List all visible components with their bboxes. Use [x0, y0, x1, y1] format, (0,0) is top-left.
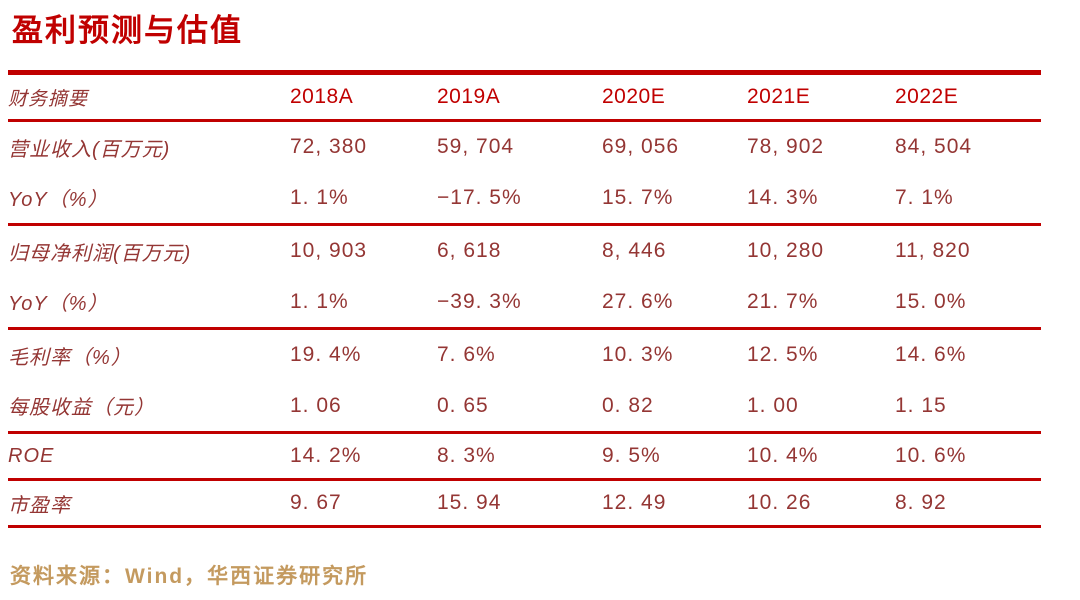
table-header-row: 财务摘要 2018A 2019A 2020E 2021E 2022E: [8, 73, 1041, 121]
cell-value: −39. 3%: [437, 289, 522, 313]
cell-value: 1. 00: [747, 393, 799, 417]
cell-value: 72, 380: [290, 135, 368, 159]
cell-value: 1. 15: [895, 393, 947, 417]
cell-value: −17. 5%: [437, 185, 522, 209]
cell-value: 1. 1%: [290, 289, 349, 313]
cell-value: 69, 056: [602, 135, 680, 159]
data-source-note: 资料来源：Wind，华西证券研究所: [10, 565, 369, 588]
cell-value: 8. 3%: [437, 444, 496, 467]
cell-value: 0. 65: [437, 393, 489, 417]
cell-value: 11, 820: [895, 239, 971, 263]
table-row-revenue-yoy: YoY（%） 1. 1% −17. 5% 15. 7% 14. 3% 7. 1%: [8, 173, 1041, 225]
table-row-eps: 每股收益（元） 1. 06 0. 65 0. 82 1. 00 1. 15: [8, 381, 1041, 433]
table-row-pe: 市盈率 9. 67 15. 94 12. 49 10. 26 8. 92: [8, 480, 1041, 527]
row-label: 营业收入(百万元): [8, 138, 171, 161]
cell-value: 12. 49: [602, 491, 667, 514]
column-header-2021e: 2021E: [747, 85, 811, 108]
cell-value: 8. 92: [895, 491, 947, 514]
cell-value: 21. 7%: [747, 289, 819, 313]
table-row-revenue: 营业收入(百万元) 72, 380 59, 704 69, 056 78, 90…: [8, 121, 1041, 173]
cell-value: 27. 6%: [602, 289, 674, 313]
cell-value: 10. 26: [747, 491, 812, 514]
cell-value: 19. 4%: [290, 343, 362, 367]
table-row-net-profit-yoy: YoY（%） 1. 1% −39. 3% 27. 6% 21. 7% 15. 0…: [8, 277, 1041, 329]
cell-value: 14. 2%: [290, 444, 362, 467]
cell-value: 84, 504: [895, 135, 973, 159]
cell-value: 10. 4%: [747, 444, 819, 467]
cell-value: 59, 704: [437, 135, 515, 159]
cell-value: 9. 5%: [602, 444, 661, 467]
column-header-2018a: 2018A: [290, 85, 354, 108]
cell-value: 12. 5%: [747, 343, 819, 367]
cell-value: 8, 446: [602, 239, 667, 263]
cell-value: 6, 618: [437, 239, 502, 263]
cell-value: 15. 0%: [895, 289, 967, 313]
row-label: YoY（%）: [8, 189, 109, 212]
table-row-net-profit: 归母净利润(百万元) 10, 903 6, 618 8, 446 10, 280…: [8, 225, 1041, 277]
cell-value: 9. 67: [290, 491, 342, 514]
column-header-2019a: 2019A: [437, 85, 501, 108]
cell-value: 14. 6%: [895, 343, 967, 367]
cell-value: 0. 82: [602, 393, 654, 417]
row-label: 每股收益（元）: [8, 397, 155, 420]
cell-value: 7. 1%: [895, 185, 954, 209]
row-label: ROE: [8, 444, 55, 467]
cell-value: 10, 280: [747, 239, 825, 263]
cell-value: 14. 3%: [747, 185, 819, 209]
cell-value: 10, 903: [290, 239, 368, 263]
column-header-summary: 财务摘要: [8, 88, 89, 110]
financial-summary-table: 财务摘要 2018A 2019A 2020E 2021E 2022E 营业收入(…: [8, 70, 1041, 528]
row-label: 市盈率: [8, 494, 71, 517]
column-header-2020e: 2020E: [602, 85, 666, 108]
cell-value: 1. 06: [290, 393, 342, 417]
row-label: 归母净利润(百万元): [8, 242, 192, 265]
page-title: 盈利预测与估值: [12, 13, 243, 48]
cell-value: 15. 94: [437, 491, 502, 514]
table-row-gross-margin: 毛利率（%） 19. 4% 7. 6% 10. 3% 12. 5% 14. 6%: [8, 329, 1041, 381]
cell-value: 10. 3%: [602, 343, 674, 367]
cell-value: 7. 6%: [437, 343, 496, 367]
cell-value: 10. 6%: [895, 444, 967, 467]
cell-value: 78, 902: [747, 135, 825, 159]
cell-value: 1. 1%: [290, 185, 349, 209]
row-label: YoY（%）: [8, 293, 109, 316]
cell-value: 15. 7%: [602, 185, 674, 209]
column-header-2022e: 2022E: [895, 85, 959, 108]
table-row-roe: ROE 14. 2% 8. 3% 9. 5% 10. 4% 10. 6%: [8, 433, 1041, 480]
row-label: 毛利率（%）: [8, 346, 132, 369]
